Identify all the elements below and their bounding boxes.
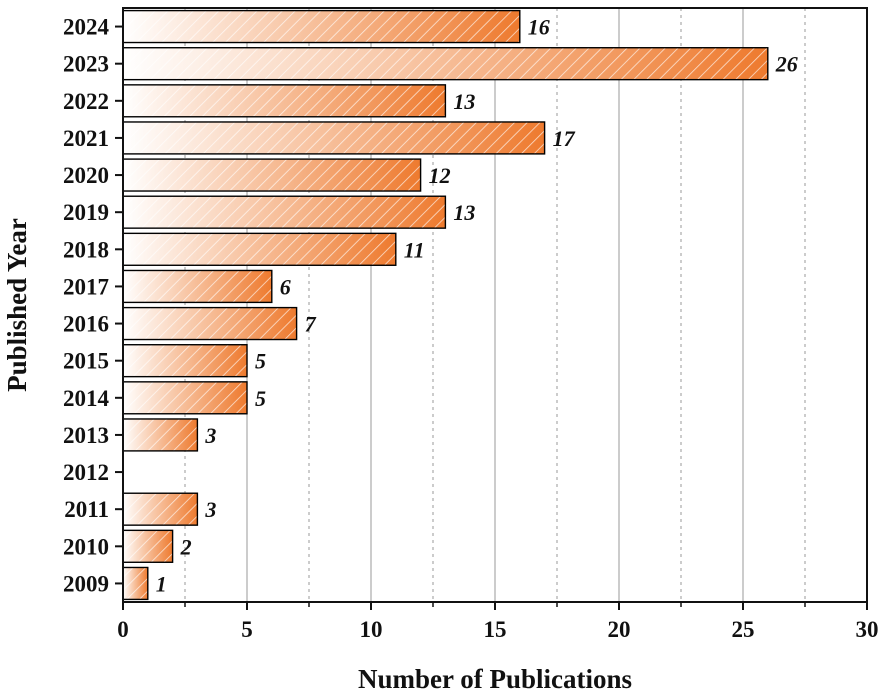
bar-hatch <box>122 381 248 415</box>
bar-hatch <box>122 195 447 229</box>
bar-hatch <box>122 492 199 526</box>
bar-hatch <box>122 9 521 44</box>
x-tick-label: 5 <box>241 617 253 642</box>
x-tick-label: 30 <box>856 617 879 642</box>
data-label: 2 <box>180 534 192 559</box>
data-label: 6 <box>280 274 291 299</box>
y-tick-label: 2020 <box>63 163 109 188</box>
bar-hatch <box>122 566 149 601</box>
y-axis-title: Published Year <box>2 218 32 392</box>
data-label: 12 <box>429 163 451 188</box>
bar-hatch <box>122 306 298 341</box>
y-tick-label: 2012 <box>63 460 109 485</box>
y-tick-label: 2019 <box>63 200 109 225</box>
y-tick-label: 2009 <box>63 571 109 596</box>
bar-hatch <box>122 84 447 118</box>
y-tick-label: 2017 <box>63 274 109 299</box>
data-label: 5 <box>255 349 266 374</box>
bar-hatch <box>122 158 422 192</box>
y-tick-label: 2016 <box>63 312 109 337</box>
y-tick-label: 2024 <box>63 15 110 40</box>
x-tick-label: 0 <box>117 617 129 642</box>
data-label: 7 <box>305 312 317 337</box>
y-tick-label: 2022 <box>63 89 109 114</box>
y-tick-label: 2014 <box>63 386 110 411</box>
data-label: 13 <box>453 200 475 225</box>
bar-hatch <box>122 529 174 563</box>
bar-hatch <box>122 344 248 378</box>
y-tick-label: 2023 <box>63 52 109 77</box>
y-axis-ticks: 2024 2023 2022 2021 2020 2019 2018 2017 2016 2015… <box>63 15 123 596</box>
x-tick-label: 15 <box>484 617 507 642</box>
bar-hatch <box>122 232 397 266</box>
x-tick-label: 10 <box>360 617 383 642</box>
data-label: 16 <box>528 15 550 40</box>
y-tick-label: 2015 <box>63 349 109 374</box>
bar-hatch <box>122 418 199 452</box>
y-tick-label: 2010 <box>63 534 109 559</box>
data-label: 17 <box>553 126 576 151</box>
data-label: 26 <box>775 52 798 77</box>
x-axis-title: Number of Publications <box>358 664 632 693</box>
y-tick-label: 2013 <box>63 423 109 448</box>
bar-hatch <box>122 269 273 304</box>
y-tick-label: 2011 <box>64 497 109 522</box>
data-label: 1 <box>156 571 167 596</box>
y-tick-label: 2018 <box>63 237 109 262</box>
x-axis-ticks: 0 5 10 15 20 25 30 <box>117 602 879 642</box>
bar-hatch <box>122 121 546 155</box>
x-tick-label: 20 <box>608 617 631 642</box>
data-label: 3 <box>204 497 216 522</box>
y-tick-label: 2021 <box>63 126 109 151</box>
bar-hatch <box>122 47 769 81</box>
data-label: 13 <box>453 89 475 114</box>
data-label: 11 <box>404 237 425 262</box>
data-label: 3 <box>204 423 216 448</box>
data-label: 5 <box>255 386 266 411</box>
x-tick-label: 25 <box>732 617 755 642</box>
